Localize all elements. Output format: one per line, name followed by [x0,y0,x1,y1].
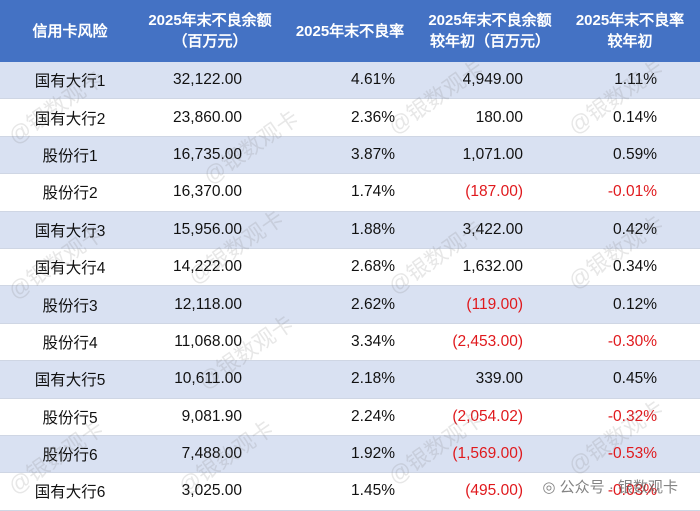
table-cell: 0.45% [560,360,700,399]
table-cell: 180.00 [420,98,560,137]
table-cell: (1,569.00) [420,435,560,474]
table-cell: 国有大行3 [0,211,140,249]
table-cell: 11,068.00 [140,323,280,362]
header-cell: 2025年末不良余额 较年初（百万元） [420,0,560,62]
table-cell: 0.12% [560,285,700,324]
table-row: 国有大行1 32,122.00 4.61% 4,949.00 1.11% [0,62,700,100]
table-cell: 1.74% [280,173,420,212]
table-cell: 23,860.00 [140,98,280,137]
header-line: 2025年末不良余额 [428,12,552,29]
footer: ◎ 公众号 · 银数观卡 [542,479,678,496]
table-cell: 9,081.90 [140,398,280,436]
table-cell: 16,370.00 [140,173,280,212]
table-cell: -0.01% [560,173,700,212]
table-cell: 2.62% [280,285,420,324]
header-line: 2025年末不良余额 [148,12,272,29]
table-cell: 股份行6 [0,435,140,474]
table-row: 国有大行4 14,222.00 2.68% 1,632.00 0.34% [0,248,700,287]
table-cell: 2.68% [280,248,420,287]
table-cell: 4,949.00 [420,62,560,100]
table-row: 国有大行2 23,860.00 2.36% 180.00 0.14% [0,98,700,137]
header-line: 2025年末不良率 [295,22,405,40]
table-row: 股份行2 16,370.00 1.74% (187.00) -0.01% [0,173,700,212]
table-cell: 国有大行1 [0,62,140,100]
header-cell: 2025年末不良率 [280,0,420,62]
table-cell: 股份行5 [0,398,140,436]
table-body: 国有大行1 32,122.00 4.61% 4,949.00 1.11% 国有大行2 23,… [0,62,700,511]
table-row: 国有大行3 15,956.00 1.88% 3,422.00 0.42% [0,211,700,249]
table-cell: 国有大行5 [0,360,140,399]
table-cell: (2,054.02) [420,398,560,436]
table-cell: (119.00) [420,285,560,324]
table-cell: 3.34% [280,323,420,362]
table-cell: 32,122.00 [140,62,280,100]
table-cell: 339.00 [420,360,560,399]
footer-text: 公众号 · 银数观卡 [559,479,678,496]
table-cell: 1.92% [280,435,420,474]
header-cell: 信用卡风险 [0,0,140,62]
table-cell: 14,222.00 [140,248,280,287]
table-cell: 0.14% [560,98,700,137]
table-row: 股份行4 11,068.00 3.34% (2,453.00) -0.30% [0,323,700,362]
header-cell: 2025年末不良率 较年初 [560,0,700,62]
table-cell: -0.03% [560,472,700,511]
table-cell: 股份行2 [0,173,140,212]
table-cell: 股份行4 [0,323,140,362]
header-line: （百万元） [172,33,248,50]
table-cell: 2.18% [280,360,420,399]
header-line: 较年初 [607,33,653,50]
table-cell: -0.32% [560,398,700,436]
table-row: 股份行6 7,488.00 1.92% (1,569.00) -0.53% [0,435,700,474]
table-cell: 1,071.00 [420,136,560,175]
table-row: 股份行5 9,081.90 2.24% (2,054.02) -0.32% [0,398,700,436]
table-row: 股份行1 16,735.00 3.87% 1,071.00 0.59% [0,136,700,175]
header-cell: 2025年末不良余额 （百万元） [140,0,280,62]
table-cell: 2.24% [280,398,420,436]
table-cell: 国有大行2 [0,98,140,137]
header-row: 信用卡风险 2025年末不良余额 （百万元） 2025年末不良率 2025年末不良余额较… [0,0,700,62]
table-cell: 股份行1 [0,136,140,175]
header-line: 较年初（百万元） [429,33,550,50]
table-cell: 3.87% [280,136,420,175]
table-row: 股份行3 12,118.00 2.62% (119.00) 0.12% [0,285,700,324]
table-cell: 3,025.00 [140,472,280,511]
table-cell: 12,118.00 [140,285,280,324]
table-cell: 国有大行4 [0,248,140,287]
table-cell: 国有大行6 [0,472,140,511]
table-cell: 1.88% [280,211,420,249]
table-cell: 15,956.00 [140,211,280,249]
table-cell: 1,632.00 [420,248,560,287]
table-cell: 股份行3 [0,285,140,324]
table-cell: (495.00) [420,472,560,511]
table-cell: -0.30% [560,323,700,362]
table-row: 国有大行6 3,025.00 1.45% (495.00) -0.03% [0,472,700,511]
table-cell: -0.53% [560,435,700,474]
table-cell: 10,611.00 [140,360,280,399]
header-line: 2025年末不良率 [575,12,685,29]
header-line: 信用卡风险 [32,22,108,40]
table-cell: 4.61% [280,62,420,100]
table-cell: 1.45% [280,472,420,511]
table-row: 国有大行5 10,611.00 2.18% 339.00 0.45% [0,360,700,399]
table-cell: 3,422.00 [420,211,560,249]
table-cell: 0.42% [560,211,700,249]
table-cell: 16,735.00 [140,136,280,175]
table-cell: 1.11% [560,62,700,100]
table-cell: 0.34% [560,248,700,287]
table-cell: 2.36% [280,98,420,137]
table-cell: (187.00) [420,173,560,212]
table-cell: 0.59% [560,136,700,175]
table-cell: 7,488.00 [140,435,280,474]
table-cell: (2,453.00) [420,323,560,362]
